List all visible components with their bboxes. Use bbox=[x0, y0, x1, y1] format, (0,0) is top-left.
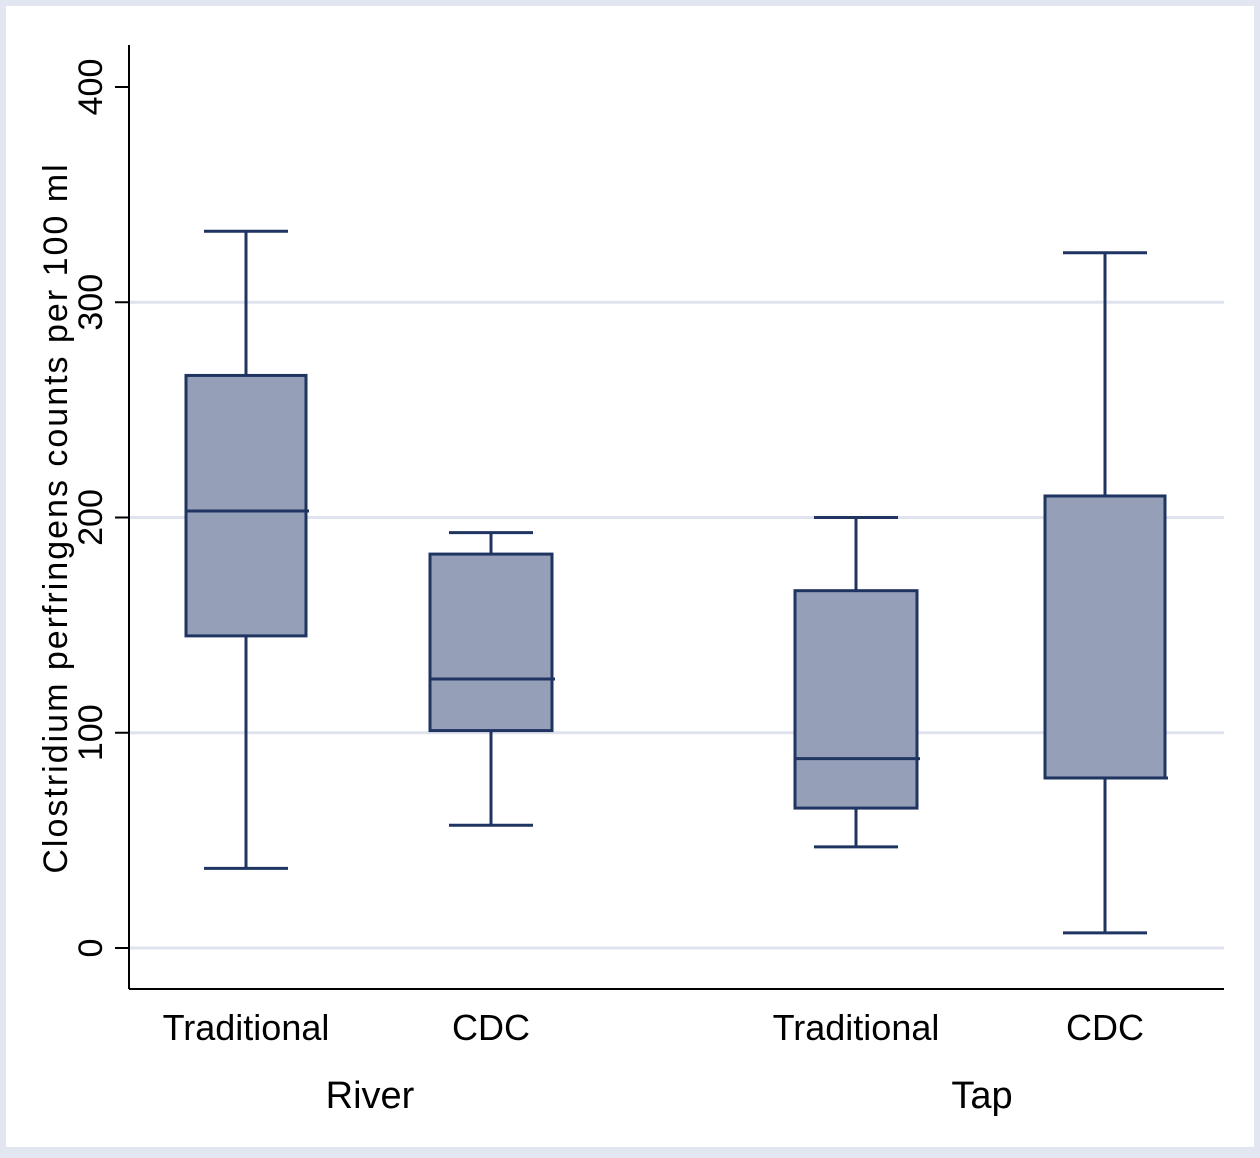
x-category-label: CDC bbox=[452, 1007, 530, 1048]
y-tick-label-200: 200 bbox=[72, 489, 110, 546]
box-tap-cdc bbox=[1043, 251, 1168, 935]
box-tap-traditional bbox=[793, 516, 920, 849]
boxes bbox=[184, 229, 1168, 935]
iqr-box bbox=[1043, 494, 1167, 780]
labels: Clostridium perfringens counts per 100 m… bbox=[37, 59, 1144, 1117]
gridlines bbox=[130, 300, 1224, 950]
iqr-box bbox=[793, 589, 919, 810]
box-river-cdc bbox=[428, 531, 555, 827]
x-category-label: Traditional bbox=[773, 1007, 940, 1048]
x-category-label: CDC bbox=[1066, 1007, 1144, 1048]
y-axis-label: Clostridium perfringens counts per 100 m… bbox=[37, 162, 75, 873]
y-tick-label-300: 300 bbox=[72, 274, 110, 331]
y-tick-label-0: 0 bbox=[72, 939, 110, 958]
iqr-box bbox=[428, 552, 554, 733]
group-label-tap: Tap bbox=[951, 1075, 1012, 1117]
iqr-box bbox=[184, 373, 308, 638]
box-river-traditional bbox=[184, 229, 309, 870]
x-category-label: Traditional bbox=[163, 1007, 330, 1048]
y-tick-label-400: 400 bbox=[72, 59, 110, 116]
group-label-river: River bbox=[326, 1075, 415, 1117]
y-tick-label-100: 100 bbox=[72, 704, 110, 761]
